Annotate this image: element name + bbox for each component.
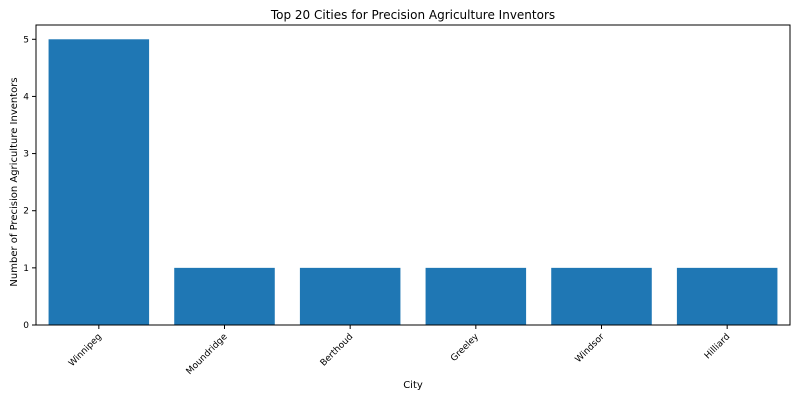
bar-moundridge	[174, 268, 275, 325]
bar-berthoud	[300, 268, 401, 325]
y-tick-label: 3	[23, 150, 29, 160]
bar-hilliard	[677, 268, 778, 325]
y-tick-label: 4	[23, 92, 29, 102]
chart-title: Top 20 Cities for Precision Agriculture …	[270, 8, 555, 22]
x-tick-label-windsor: Windsor	[574, 332, 607, 365]
bar-winnipeg	[49, 39, 150, 325]
x-tick-label-greeley: Greeley	[449, 332, 481, 364]
y-tick-label: 0	[23, 321, 29, 331]
y-axis-label: Number of Precision Agriculture Inventor…	[9, 77, 20, 286]
y-tick-label: 5	[23, 35, 29, 45]
y-tick-label: 1	[23, 264, 29, 274]
x-tick-label-moundridge: Moundridge	[185, 332, 230, 377]
bar-windsor	[551, 268, 652, 325]
x-tick-label-winnipeg: Winnipeg	[67, 332, 104, 369]
y-tick-label: 2	[23, 207, 29, 217]
bar-greeley	[426, 268, 527, 325]
plot-area: 0 1 2 3 4 5 Winnipeg Moundridge Berthoud Greeley W…	[23, 25, 790, 377]
x-tick-label-hilliard: Hilliard	[703, 332, 732, 361]
x-tick-label-berthoud: Berthoud	[319, 332, 355, 368]
x-axis-label: City	[403, 380, 423, 391]
